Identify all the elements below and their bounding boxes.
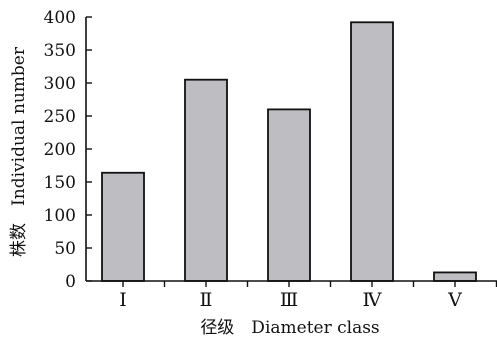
x-axis-ticks: Ⅰ Ⅱ Ⅲ Ⅳ Ⅴ bbox=[119, 281, 497, 311]
x-axis-title: 径级 Diameter class bbox=[200, 318, 379, 338]
y-axis-ticks: 0 50 100 150 200 250 300 350 400 bbox=[44, 8, 92, 292]
y-tick-label: 200 bbox=[44, 140, 76, 160]
bar bbox=[101, 171, 145, 282]
y-tick-label: 150 bbox=[44, 173, 76, 193]
x-tick-label: Ⅰ bbox=[119, 289, 127, 311]
y-tick-label: 350 bbox=[44, 41, 76, 61]
x-tick-label: Ⅱ bbox=[200, 289, 213, 311]
y-axis-title: 株数 Individual number bbox=[9, 46, 29, 257]
bar bbox=[267, 108, 311, 282]
y-tick-label: 50 bbox=[54, 239, 76, 259]
bar bbox=[184, 78, 228, 282]
y-tick-label: 300 bbox=[44, 74, 76, 94]
bar bbox=[350, 21, 394, 282]
y-tick-label: 100 bbox=[44, 206, 76, 226]
bars bbox=[101, 21, 477, 282]
y-tick-label: 400 bbox=[44, 8, 76, 28]
y-tick-label: 0 bbox=[65, 272, 76, 292]
y-tick-label: 250 bbox=[44, 107, 76, 127]
bar bbox=[433, 271, 477, 282]
x-tick-label: Ⅲ bbox=[280, 289, 298, 311]
x-tick-label: Ⅳ bbox=[363, 289, 383, 311]
x-tick-label: Ⅴ bbox=[447, 289, 462, 311]
